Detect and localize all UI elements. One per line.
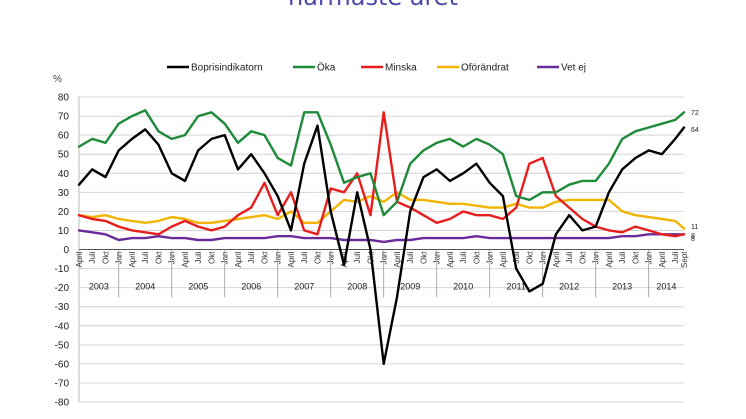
y-tick-label: -70 — [55, 378, 70, 389]
x-year-label: 2008 — [347, 282, 367, 292]
x-month-label: April — [234, 251, 243, 267]
x-year-label: 2011 — [507, 282, 526, 292]
x-month-label: Okt — [154, 251, 163, 264]
x-month-label: Jan — [539, 252, 548, 265]
series-line — [77, 111, 686, 238]
x-month-label: Jan — [327, 252, 336, 265]
end-value-label: 11 — [691, 224, 698, 231]
series-lines — [77, 109, 686, 366]
legend-label: Oförändrat — [461, 63, 509, 74]
x-month-label: Jan — [486, 252, 495, 265]
y-tick-label: -40 — [55, 321, 70, 332]
x-month-label-last: Sept — [680, 251, 689, 268]
x-year-label: 2006 — [241, 282, 261, 292]
x-year-label: 2009 — [400, 282, 420, 292]
series-line — [77, 109, 686, 217]
y-tick-label: 30 — [58, 188, 70, 199]
x-month-label: Juli — [565, 251, 574, 263]
y-tick-label: 20 — [58, 207, 70, 218]
x-month-label: Okt — [101, 251, 110, 264]
x-month-label: April — [181, 251, 190, 267]
x-month-label: Juli — [141, 251, 150, 263]
y-tick-labels: -80 -70 -60 -50 -40 -30 -20 -10 0 10 20 30 40 50 60 70 8… — [55, 93, 70, 409]
end-value-label: 72 — [691, 110, 699, 117]
x-month-label: Juli — [459, 251, 468, 263]
legend-label: Öka — [317, 62, 336, 74]
x-month-label: April — [446, 251, 455, 267]
x-month-label: Okt — [472, 251, 481, 264]
x-month-label: Okt — [631, 251, 640, 264]
x-month-label: Juli — [353, 251, 362, 263]
legend-label: Vet ej — [561, 63, 586, 74]
y-tick-label: 70 — [58, 112, 70, 123]
series-line — [77, 229, 686, 244]
y-tick-label: -80 — [55, 398, 70, 409]
x-month-label: April — [393, 251, 402, 267]
x-month-label: Juli — [194, 251, 203, 263]
legend-label: Boprisindikatorn — [191, 63, 263, 74]
x-month-label: April — [499, 251, 508, 267]
x-month-label: April — [128, 251, 137, 267]
x-month-label: Juli — [300, 251, 309, 263]
x-month-label: Jan — [645, 252, 654, 265]
x-month-label: April — [605, 251, 614, 267]
series-line — [77, 124, 686, 366]
x-month-label: Okt — [313, 251, 322, 264]
x-year-label: 2005 — [188, 282, 208, 292]
legend-label: Minska — [385, 63, 417, 74]
x-month-label: April — [75, 251, 84, 267]
y-tick-label: -50 — [55, 340, 70, 351]
x-month-label: Jan — [115, 252, 124, 265]
x-year-label: 2014 — [656, 282, 676, 292]
x-month-label: Okt — [207, 251, 216, 264]
y-tick-label: 60 — [58, 131, 70, 142]
x-month-label: Okt — [578, 251, 587, 264]
page-title: närmaste året — [0, 0, 746, 11]
y-tick-label: 10 — [58, 226, 70, 237]
x-year-label: 2003 — [89, 282, 109, 292]
y-tick-label: -60 — [55, 359, 70, 370]
x-month-label: Jan — [168, 252, 177, 265]
y-tick-label: -20 — [55, 283, 70, 294]
x-month-label: Jan — [592, 252, 601, 265]
series-line — [77, 191, 686, 230]
y-tick-label: -30 — [55, 302, 70, 313]
x-year-label: 2004 — [135, 282, 155, 292]
y-tick-label: 0 — [63, 245, 69, 256]
y-tick-label: 40 — [58, 169, 70, 180]
y-tick-label: 80 — [58, 93, 70, 104]
legend: Boprisindikatorn Öka Minska Oförändrat Vet e… — [167, 62, 586, 74]
y-axis-unit: % — [53, 74, 62, 85]
grid-lines — [78, 96, 684, 403]
x-axis: April Juli Okt Jan April Juli Okt Jan April Juli O… — [75, 249, 689, 298]
x-month-label: Jan — [274, 252, 283, 265]
end-value-label: 8 — [691, 236, 695, 243]
x-year-label: 2007 — [294, 282, 314, 292]
x-month-label: Okt — [525, 251, 534, 264]
x-month-label: Juli — [618, 251, 627, 263]
x-month-label: Juli — [671, 251, 680, 263]
x-month-label: Okt — [419, 251, 428, 264]
x-month-label: Juli — [88, 251, 97, 263]
y-tick-label: -10 — [55, 264, 70, 275]
x-month-label: April — [287, 251, 296, 267]
x-year-label: 2012 — [559, 282, 579, 292]
end-value-label: 64 — [691, 127, 699, 134]
x-month-label: Juli — [406, 251, 415, 263]
x-month-label: Okt — [260, 251, 269, 264]
x-month-label: Jan — [380, 252, 389, 265]
x-month-label: April — [552, 251, 561, 267]
x-month-label: Juli — [247, 251, 256, 263]
x-month-label: Juli — [512, 251, 521, 263]
y-tick-label: 50 — [58, 150, 70, 161]
x-year-label: 2013 — [612, 282, 632, 292]
end-value-label: 8 — [691, 233, 695, 240]
x-month-label: April — [658, 251, 667, 267]
x-year-label: 2010 — [453, 282, 473, 292]
x-month-label: Jan — [221, 252, 230, 265]
x-month-label: Jan — [433, 252, 442, 265]
